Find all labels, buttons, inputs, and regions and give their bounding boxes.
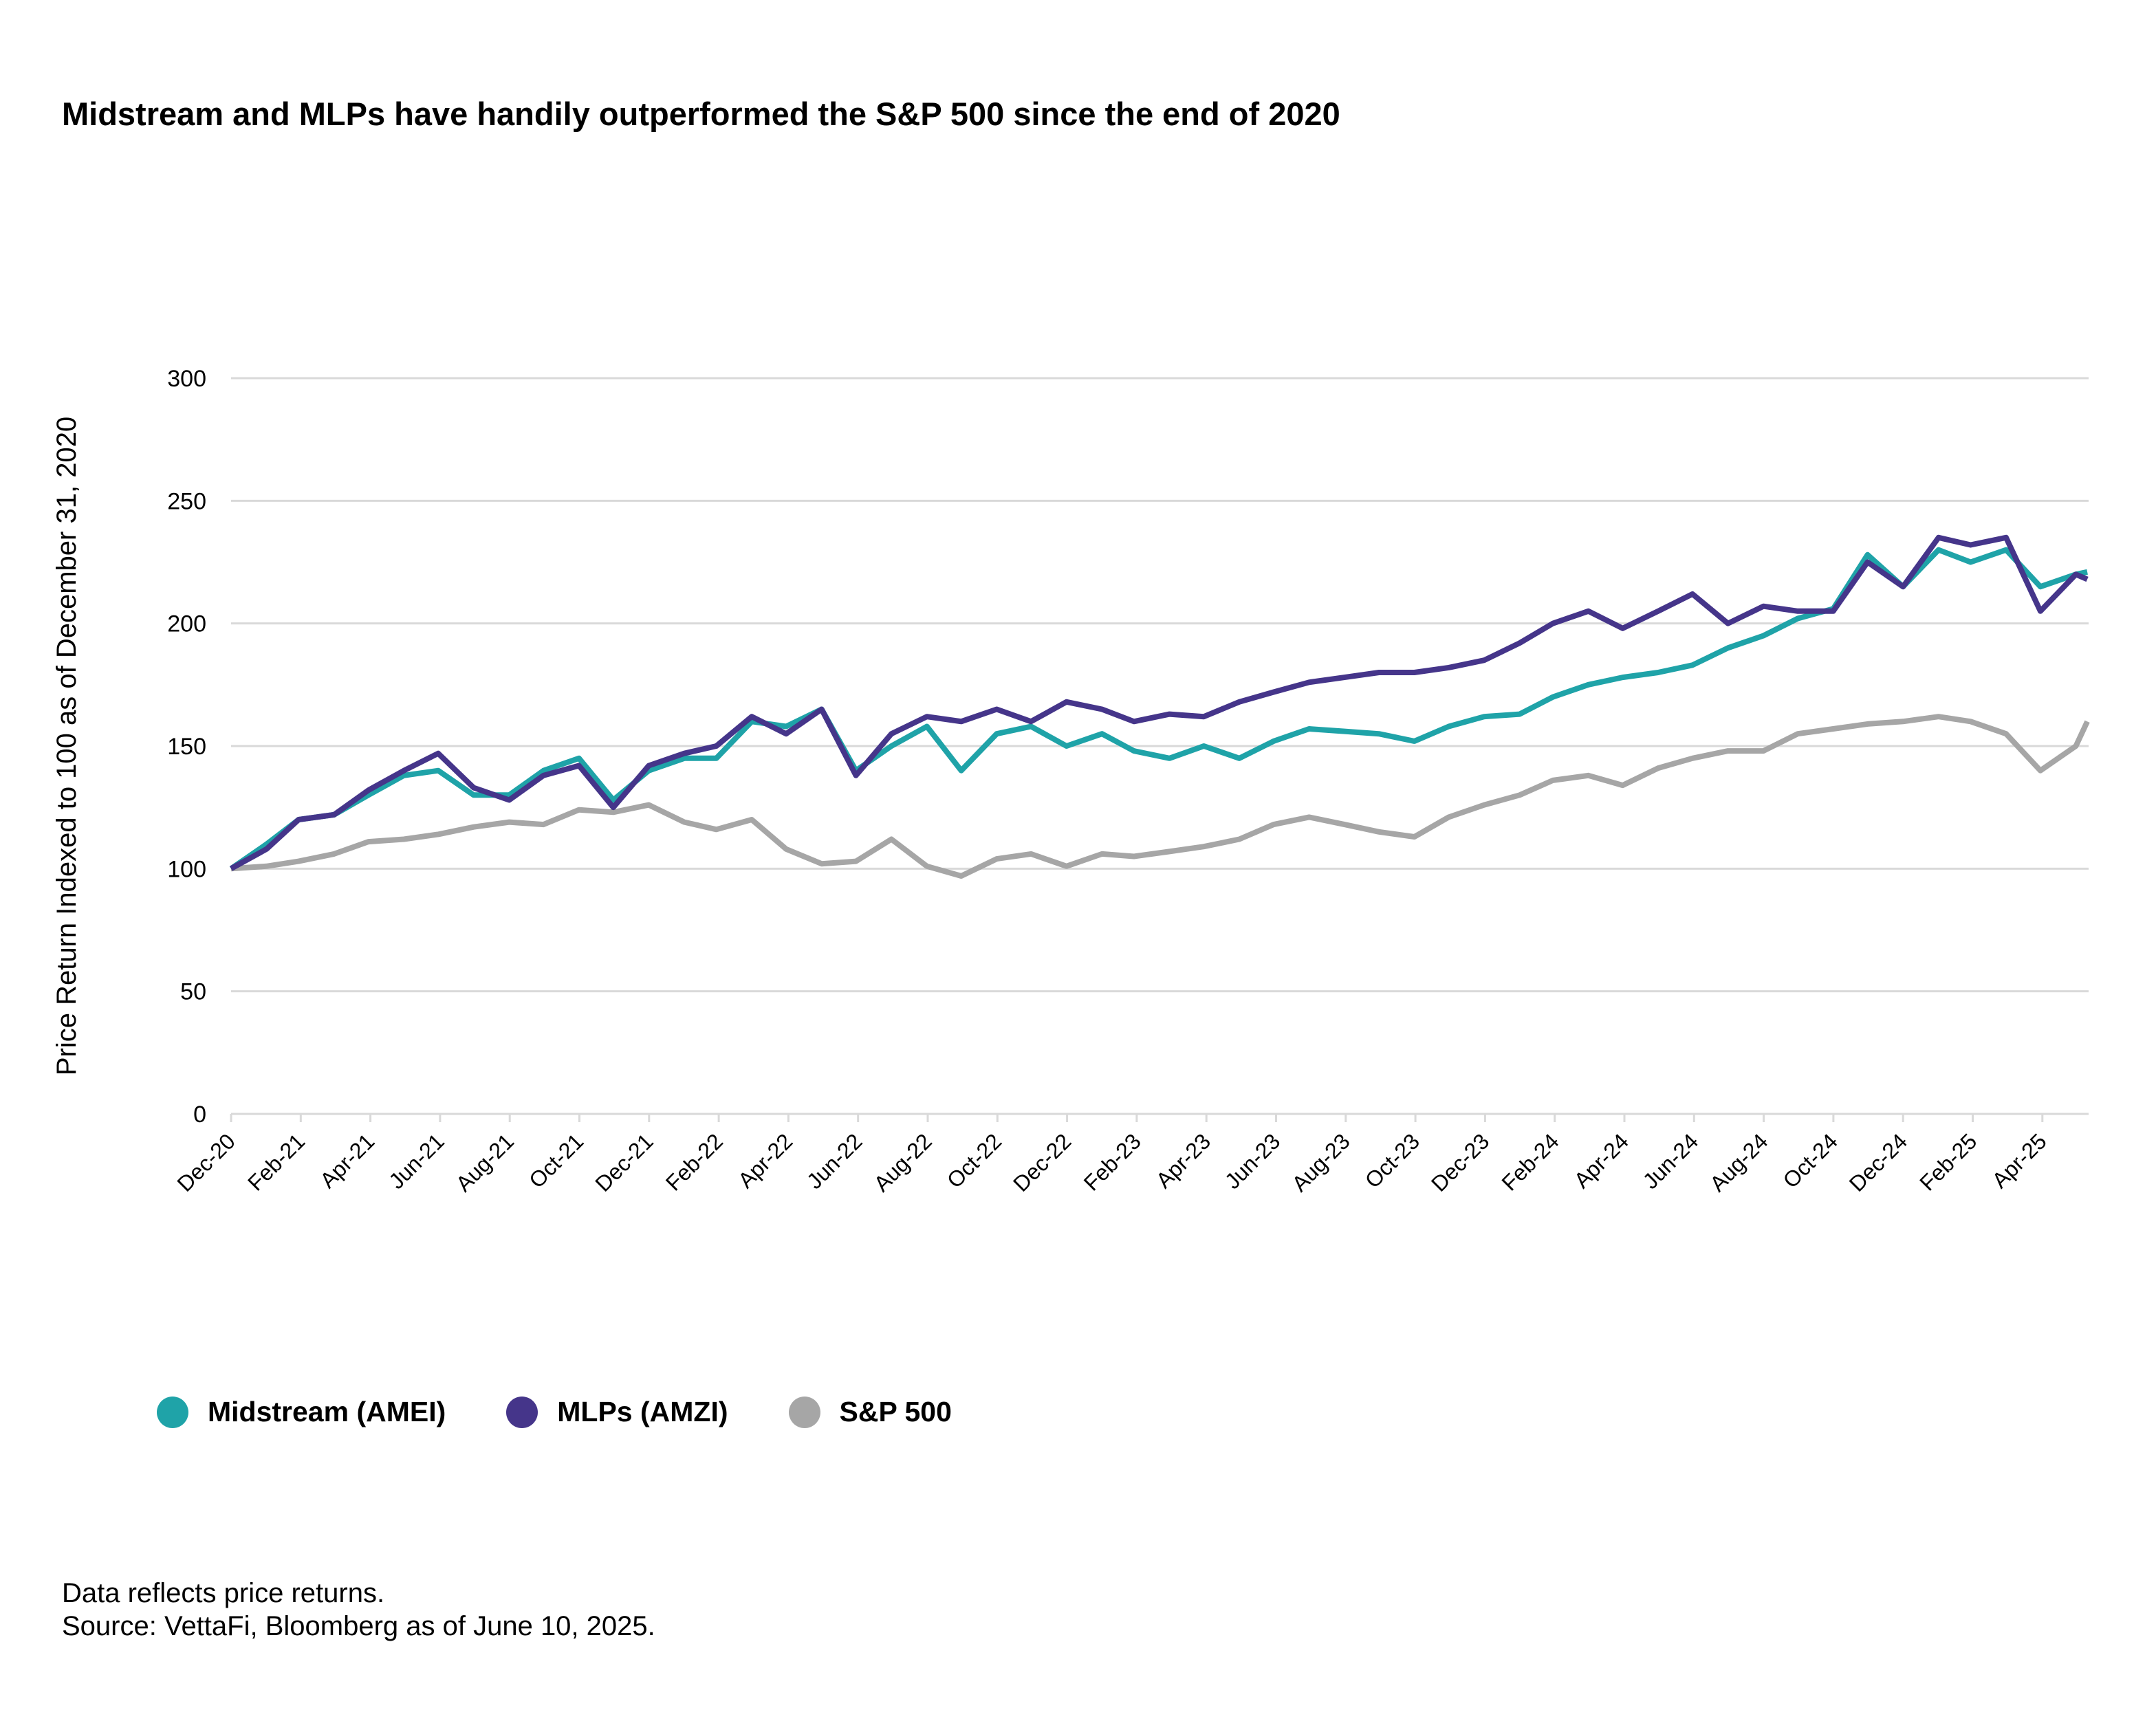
- x-tick-label: Dec-21: [590, 1128, 657, 1196]
- legend-item-mlps: MLPs (AMZI): [506, 1396, 728, 1428]
- x-tick-label: Jun-22: [802, 1128, 867, 1194]
- x-tick-label: Apr-23: [1151, 1128, 1215, 1192]
- x-tick-label: Feb-23: [1079, 1128, 1146, 1195]
- y-tick-label: 150: [167, 734, 206, 760]
- x-tick-label: Aug-22: [869, 1128, 937, 1196]
- y-tick-label: 0: [193, 1102, 206, 1128]
- x-tick-label: Dec-20: [173, 1128, 240, 1196]
- x-tick-label: Apr-21: [315, 1128, 379, 1192]
- legend-item-midstream: Midstream (AMEI): [157, 1396, 446, 1428]
- y-tick-label: 100: [167, 856, 206, 882]
- x-tick-label: Dec-23: [1426, 1128, 1494, 1196]
- legend-label: Midstream (AMEI): [208, 1396, 446, 1427]
- footnote-returns: Data reflects price returns.: [62, 1578, 385, 1608]
- series-line-midstream-amei: [229, 547, 2088, 871]
- x-tick-label: Oct-21: [524, 1128, 588, 1192]
- x-tick-label: Jun-23: [1220, 1128, 1285, 1194]
- legend-label: S&P 500: [839, 1396, 952, 1427]
- x-tick-label: Jun-24: [1638, 1128, 1703, 1194]
- x-tick-label: Aug-21: [451, 1128, 519, 1196]
- y-tick-label: 200: [167, 611, 206, 637]
- x-tick-label: Apr-22: [733, 1128, 797, 1192]
- legend-marker-icon: [788, 1396, 820, 1428]
- y-tick-label: 300: [167, 366, 206, 392]
- x-tick-label: Aug-23: [1287, 1128, 1354, 1196]
- chart-title: Midstream and MLPs have handily outperfo…: [62, 96, 1340, 132]
- legend: Midstream (AMEI) MLPs (AMZI) S&P 500: [157, 1396, 1012, 1428]
- x-tick-label: Feb-24: [1496, 1128, 1563, 1195]
- x-tick-label: Feb-21: [243, 1128, 309, 1195]
- x-tick-label: Apr-24: [1569, 1128, 1633, 1192]
- x-tick-label: Oct-23: [1360, 1128, 1424, 1192]
- legend-item-sp500: S&P 500: [788, 1396, 952, 1428]
- x-tick-label: Dec-24: [1844, 1128, 1912, 1196]
- x-tick-label: Oct-22: [942, 1128, 1006, 1192]
- x-tick-label: Jun-21: [384, 1128, 449, 1194]
- footnote-source: Source: VettaFi, Bloomberg as of June 10…: [62, 1611, 655, 1641]
- x-tick-label: Aug-24: [1705, 1128, 1772, 1196]
- x-tick-label: Feb-25: [1915, 1128, 1981, 1195]
- y-axis-label: Price Return Indexed to 100 as of Decemb…: [52, 417, 82, 1075]
- x-tick-label: Oct-24: [1778, 1128, 1842, 1192]
- x-tick-label: Feb-22: [661, 1128, 728, 1195]
- series-lines: [229, 534, 2090, 879]
- legend-label: MLPs (AMZI): [557, 1396, 728, 1427]
- y-tick-label: 50: [180, 979, 206, 1005]
- legend-marker-icon: [157, 1396, 188, 1428]
- y-tick-label: 250: [167, 488, 206, 514]
- series-line-mlps-amzi: [230, 534, 2089, 871]
- series-line-s-p-500: [230, 714, 2090, 879]
- x-tick-label: Dec-22: [1008, 1128, 1076, 1196]
- y-axis-ticks: 0 50 100 150 200 250 300: [167, 366, 206, 1128]
- legend-marker-icon: [506, 1396, 538, 1428]
- x-tick-label: Apr-25: [1987, 1128, 2051, 1192]
- gridlines: [231, 377, 2089, 1115]
- x-axis: Dec-20 Feb-21 Apr-21 Jun-21 Aug-21 Oct-21 Dec-…: [173, 1114, 2051, 1196]
